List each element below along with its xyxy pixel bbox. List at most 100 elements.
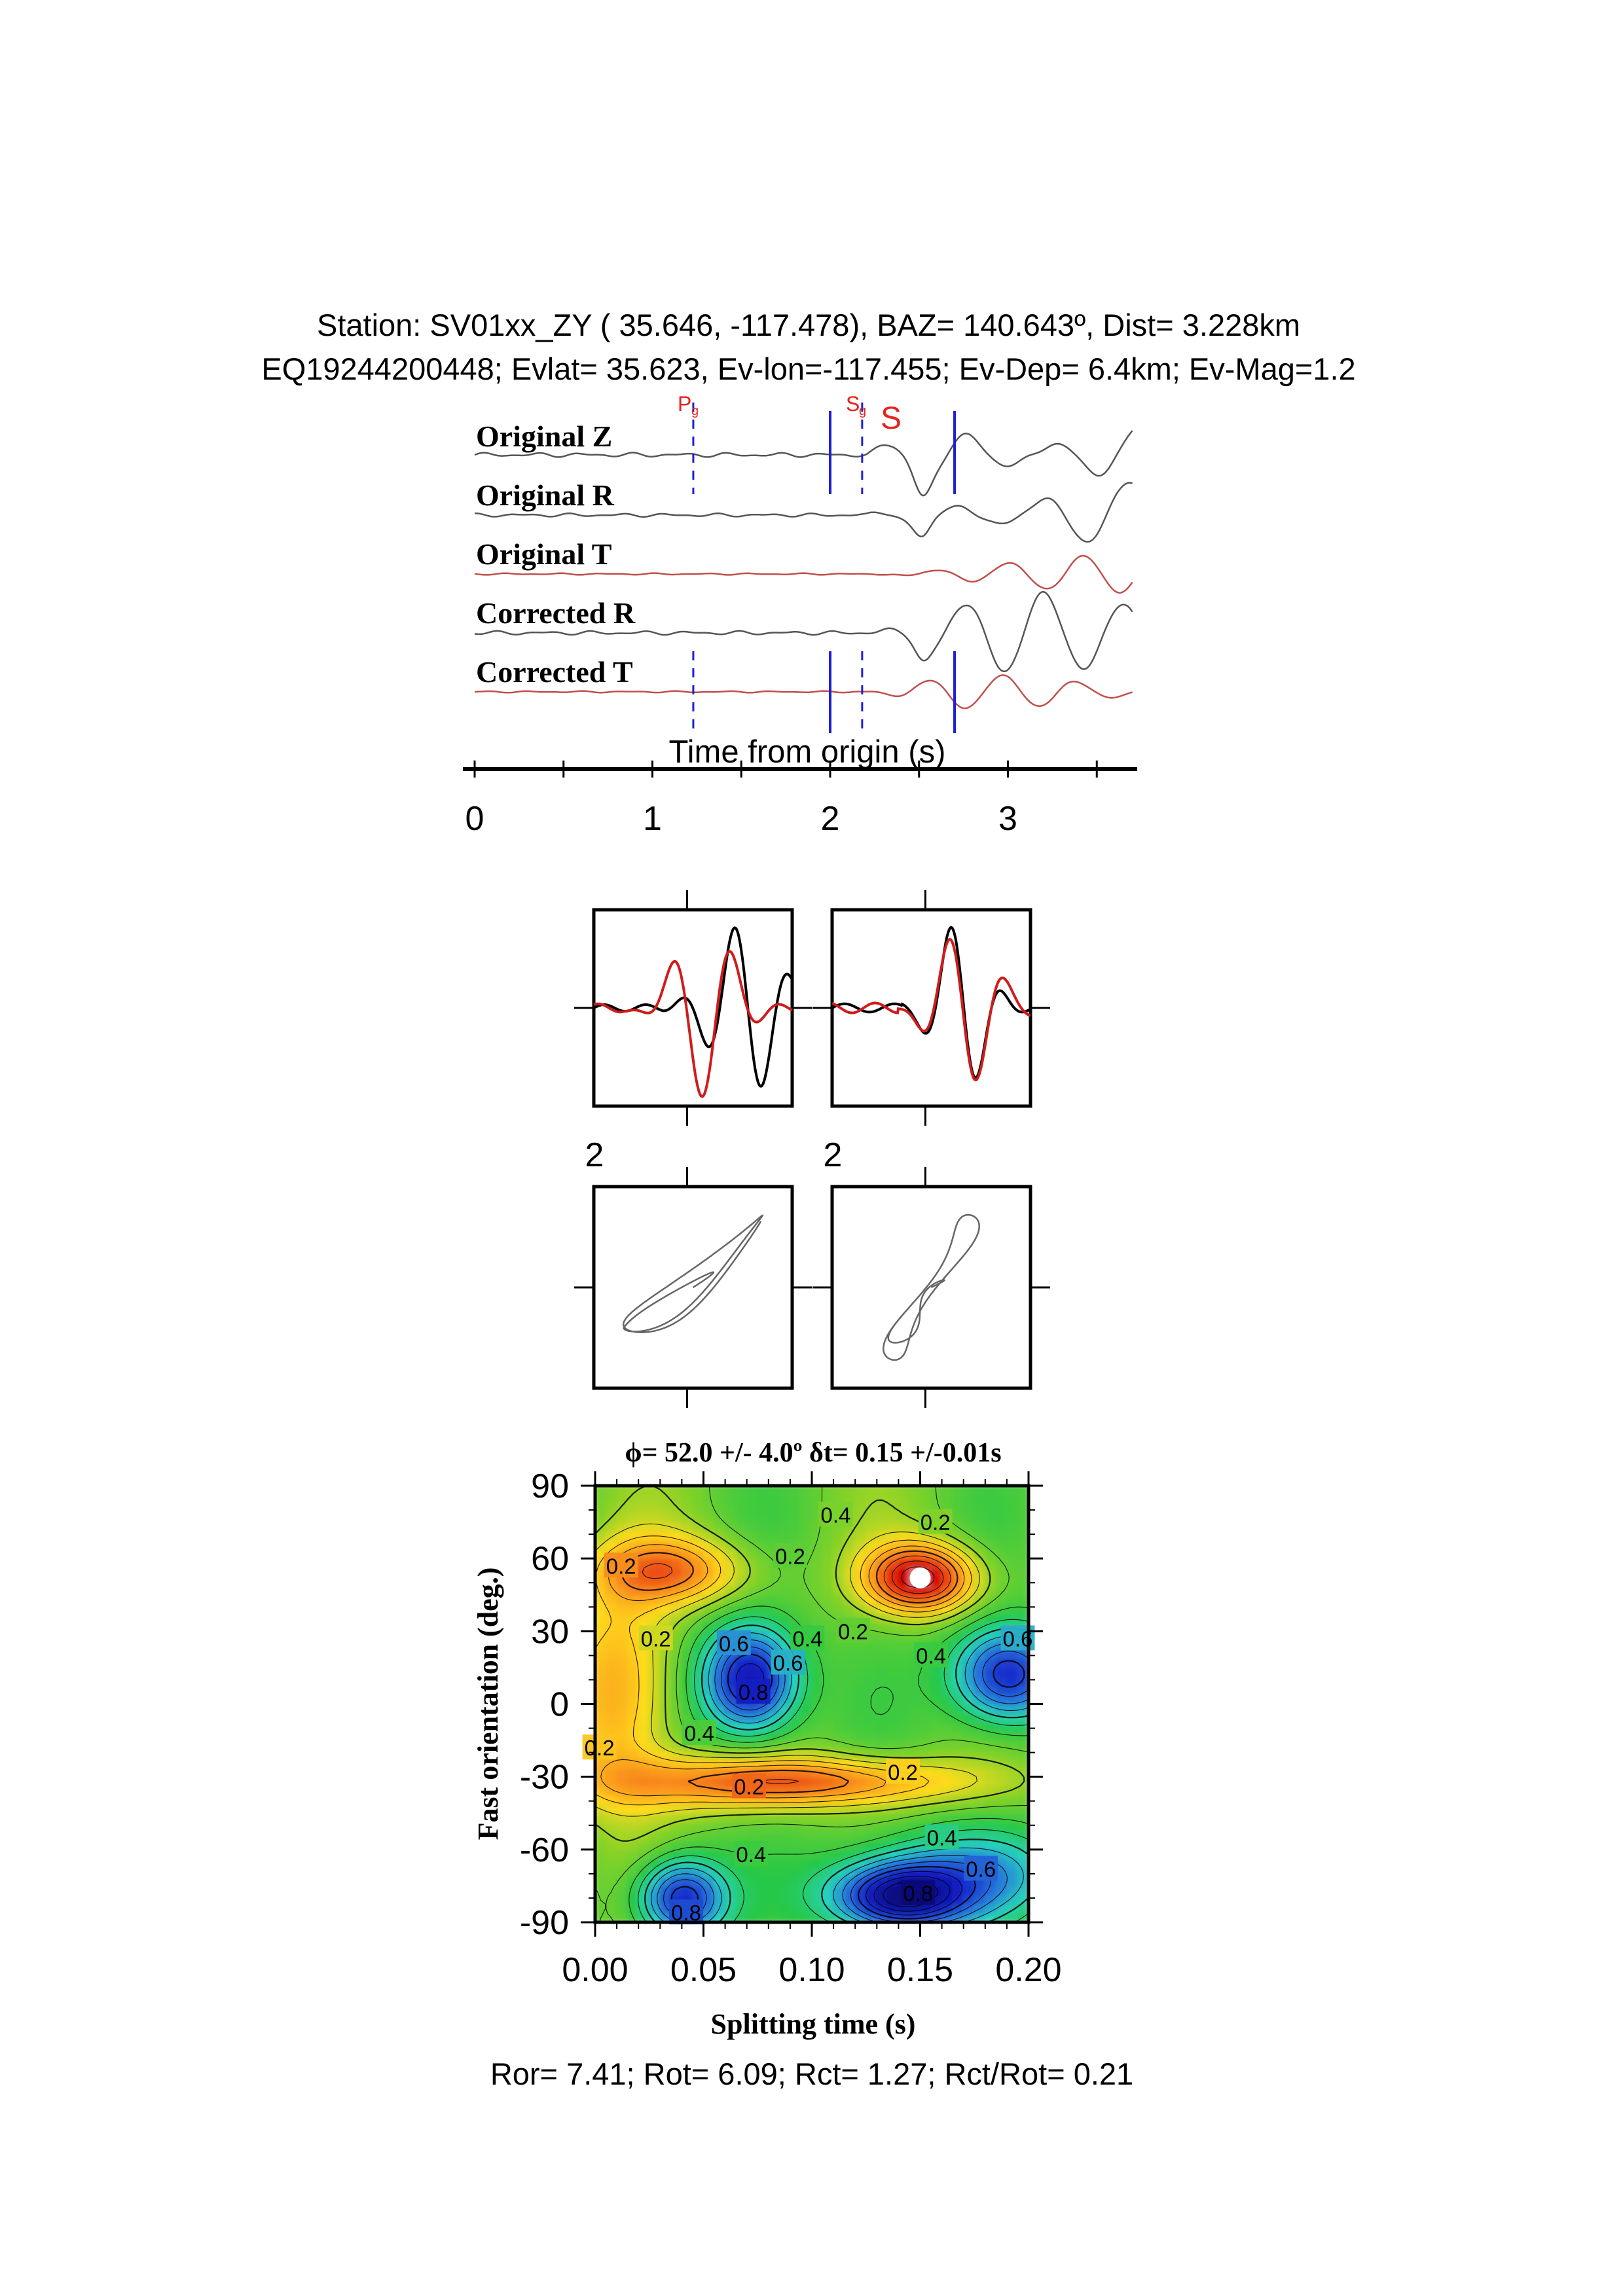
heatmap-cell: [691, 1649, 704, 1660]
heatmap-cell: [681, 1685, 693, 1696]
heatmap-cell: [691, 1621, 704, 1632]
heatmap-cell: [908, 1549, 921, 1560]
heatmap-cell: [778, 1857, 791, 1869]
heatmap-cell: [757, 1630, 769, 1641]
heatmap-cell: [1017, 1539, 1029, 1551]
heatmap-cell: [778, 1867, 791, 1878]
heatmap-cell: [757, 1486, 769, 1496]
heatmap-cell: [974, 1912, 986, 1922]
heatmap-cell: [681, 1676, 693, 1687]
heatmap-cell: [811, 1831, 824, 1841]
time-tick-label: 1: [643, 800, 662, 838]
heatmap-cell: [648, 1803, 661, 1814]
heatmap-cell: [919, 1740, 932, 1750]
heatmap-cell: [919, 1812, 932, 1823]
heatmap-cell: [865, 1757, 878, 1768]
heatmap-cell: [1006, 1486, 1019, 1496]
heatmap-cell: [648, 1740, 661, 1750]
time-tick-label: 0: [465, 800, 484, 838]
heatmap-cell: [886, 1894, 900, 1905]
heatmap-cell: [778, 1603, 791, 1614]
heatmap-cell: [800, 1903, 812, 1914]
header-line-1: Station: SV01xx_ZY ( 35.646, -117.478), …: [317, 308, 1300, 342]
heatmap-cell: [670, 1649, 683, 1660]
heatmap-cell: [605, 1903, 618, 1914]
heatmap-cell: [659, 1486, 672, 1496]
heatmap-cell: [995, 1503, 1008, 1514]
heatmap-cell: [605, 1821, 618, 1833]
heatmap-cell: [952, 1494, 964, 1505]
heatmap-cell: [757, 1530, 769, 1541]
trace-label: Original Z: [476, 420, 612, 453]
heatmap-cell: [627, 1666, 640, 1677]
heatmap-cell: [691, 1885, 704, 1896]
heatmap-cell: [702, 1585, 716, 1596]
heatmap-cell: [605, 1666, 618, 1677]
heatmap-cell: [876, 1603, 888, 1614]
heatmap-cell: [735, 1512, 748, 1523]
splitting-result-title: ϕ= 52.0 +/- 4.0º δt= 0.15 +/-0.01s: [625, 1438, 1001, 1468]
heatmap-cell: [735, 1539, 748, 1551]
heatmap-cell: [778, 1721, 791, 1732]
heatmap-cell: [886, 1658, 900, 1668]
heatmap-cell: [941, 1721, 954, 1732]
heatmap-cell: [735, 1757, 748, 1768]
heatmap-cell: [702, 1612, 716, 1623]
heatmap-cell: [833, 1594, 845, 1605]
heatmap-cell: [800, 1803, 812, 1814]
heatmap-cell: [930, 1585, 943, 1596]
heatmap-cell: [605, 1785, 618, 1796]
heatmap-cell: [800, 1831, 812, 1841]
heatmap-cell: [952, 1857, 964, 1869]
heatmap-cell: [616, 1512, 629, 1523]
x-tick-label: 0.20: [995, 1951, 1061, 1989]
heatmap-cell: [800, 1494, 812, 1505]
heatmap-cell: [595, 1676, 607, 1687]
heatmap-cell: [605, 1876, 618, 1887]
heatmap-cell: [952, 1603, 964, 1614]
heatmap-cell: [714, 1521, 726, 1532]
heatmap-cell: [648, 1848, 661, 1859]
heatmap-cell: [886, 1903, 900, 1914]
heatmap-cell: [908, 1831, 921, 1841]
heatmap-cell: [702, 1512, 716, 1523]
heatmap-cell: [616, 1676, 629, 1687]
heatmap-cell: [638, 1676, 650, 1687]
heatmap-cell: [757, 1567, 769, 1577]
heatmap-cell: [974, 1549, 986, 1560]
heatmap-cell: [843, 1594, 856, 1605]
heatmap-cell: [833, 1721, 845, 1732]
heatmap-cell: [627, 1839, 640, 1850]
heatmap-cell: [822, 1712, 835, 1723]
heatmap-cell: [995, 1767, 1008, 1778]
heatmap-cell: [724, 1676, 737, 1687]
heatmap-cell: [800, 1694, 812, 1705]
phase-label-p-sub: g: [691, 404, 699, 418]
y-tick-label: -30: [520, 1759, 569, 1797]
heatmap-cell: [627, 1885, 640, 1896]
heatmap-cell: [691, 1694, 704, 1705]
heatmap-cell: [681, 1794, 693, 1805]
heatmap-cell: [886, 1685, 900, 1696]
heatmap-cell: [757, 1876, 769, 1887]
contour-label: 0.8: [739, 1680, 769, 1704]
heatmap-cell: [746, 1603, 759, 1614]
heatmap-cell: [681, 1549, 693, 1560]
heatmap-cell: [876, 1885, 888, 1896]
heatmap-cell: [595, 1521, 607, 1532]
heatmap-cell: [789, 1831, 802, 1841]
heatmap-cell: [1006, 1876, 1019, 1887]
heatmap-cell: [843, 1721, 856, 1732]
heatmap-cell: [627, 1757, 640, 1768]
heatmap-cell: [854, 1721, 867, 1732]
heatmap-cell: [865, 1776, 878, 1787]
heatmap-cell: [811, 1603, 824, 1614]
heatmap-cell: [843, 1694, 856, 1705]
heatmap-cell: [605, 1503, 618, 1514]
heatmap-cell: [962, 1649, 976, 1660]
heatmap-cell: [930, 1757, 943, 1768]
heatmap-cell: [767, 1903, 780, 1914]
heatmap-cell: [746, 1748, 759, 1759]
heatmap-cell: [952, 1803, 964, 1814]
heatmap-cell: [648, 1721, 661, 1732]
